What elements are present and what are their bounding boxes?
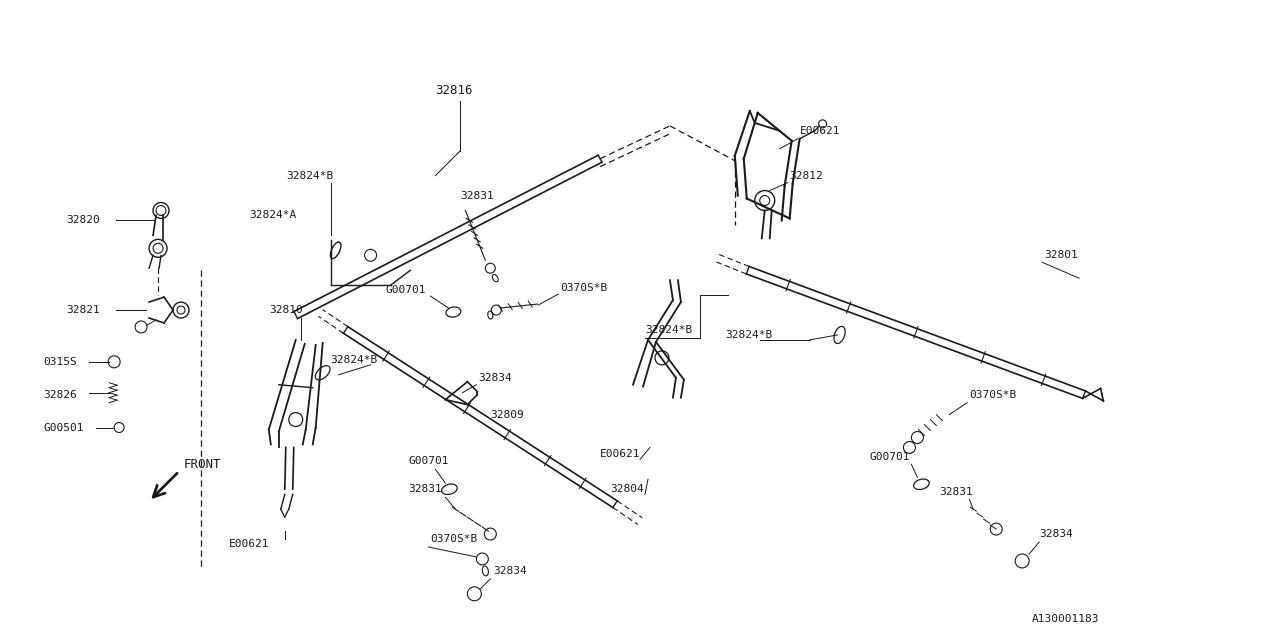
Text: 32831: 32831 <box>940 487 973 497</box>
Text: 32824*B: 32824*B <box>645 325 692 335</box>
Text: 32812: 32812 <box>790 171 823 180</box>
Text: 32816: 32816 <box>435 84 472 97</box>
Text: G00701: G00701 <box>869 452 910 463</box>
Text: 32824*B: 32824*B <box>285 171 333 180</box>
Text: G00701: G00701 <box>385 285 426 295</box>
Text: 0370S*B: 0370S*B <box>561 283 608 293</box>
Text: 0315S: 0315S <box>44 357 77 367</box>
Text: 32824*A: 32824*A <box>248 211 296 220</box>
Text: 32810: 32810 <box>269 305 302 315</box>
Text: 32834: 32834 <box>479 372 512 383</box>
Text: 32821: 32821 <box>67 305 100 315</box>
Text: 0370S*B: 0370S*B <box>430 534 477 544</box>
Text: 32831: 32831 <box>408 484 443 494</box>
Text: 32824*B: 32824*B <box>724 330 772 340</box>
Text: E00621: E00621 <box>229 539 269 549</box>
Text: 32820: 32820 <box>67 216 100 225</box>
Text: 32824*B: 32824*B <box>330 355 378 365</box>
Text: A130001183: A130001183 <box>1032 614 1100 624</box>
Text: E00621: E00621 <box>800 126 840 136</box>
Text: 0370S*B: 0370S*B <box>969 390 1016 399</box>
Text: G00501: G00501 <box>44 422 83 433</box>
Text: 32831: 32831 <box>461 191 494 200</box>
Text: 32826: 32826 <box>44 390 77 399</box>
Text: G00701: G00701 <box>408 456 449 467</box>
Text: 32801: 32801 <box>1044 250 1078 260</box>
Text: 32834: 32834 <box>1039 529 1073 539</box>
Text: FRONT: FRONT <box>184 458 221 471</box>
Text: E00621: E00621 <box>600 449 640 460</box>
Text: 32804: 32804 <box>611 484 644 494</box>
Text: 32834: 32834 <box>493 566 527 576</box>
Text: 32809: 32809 <box>490 410 524 420</box>
